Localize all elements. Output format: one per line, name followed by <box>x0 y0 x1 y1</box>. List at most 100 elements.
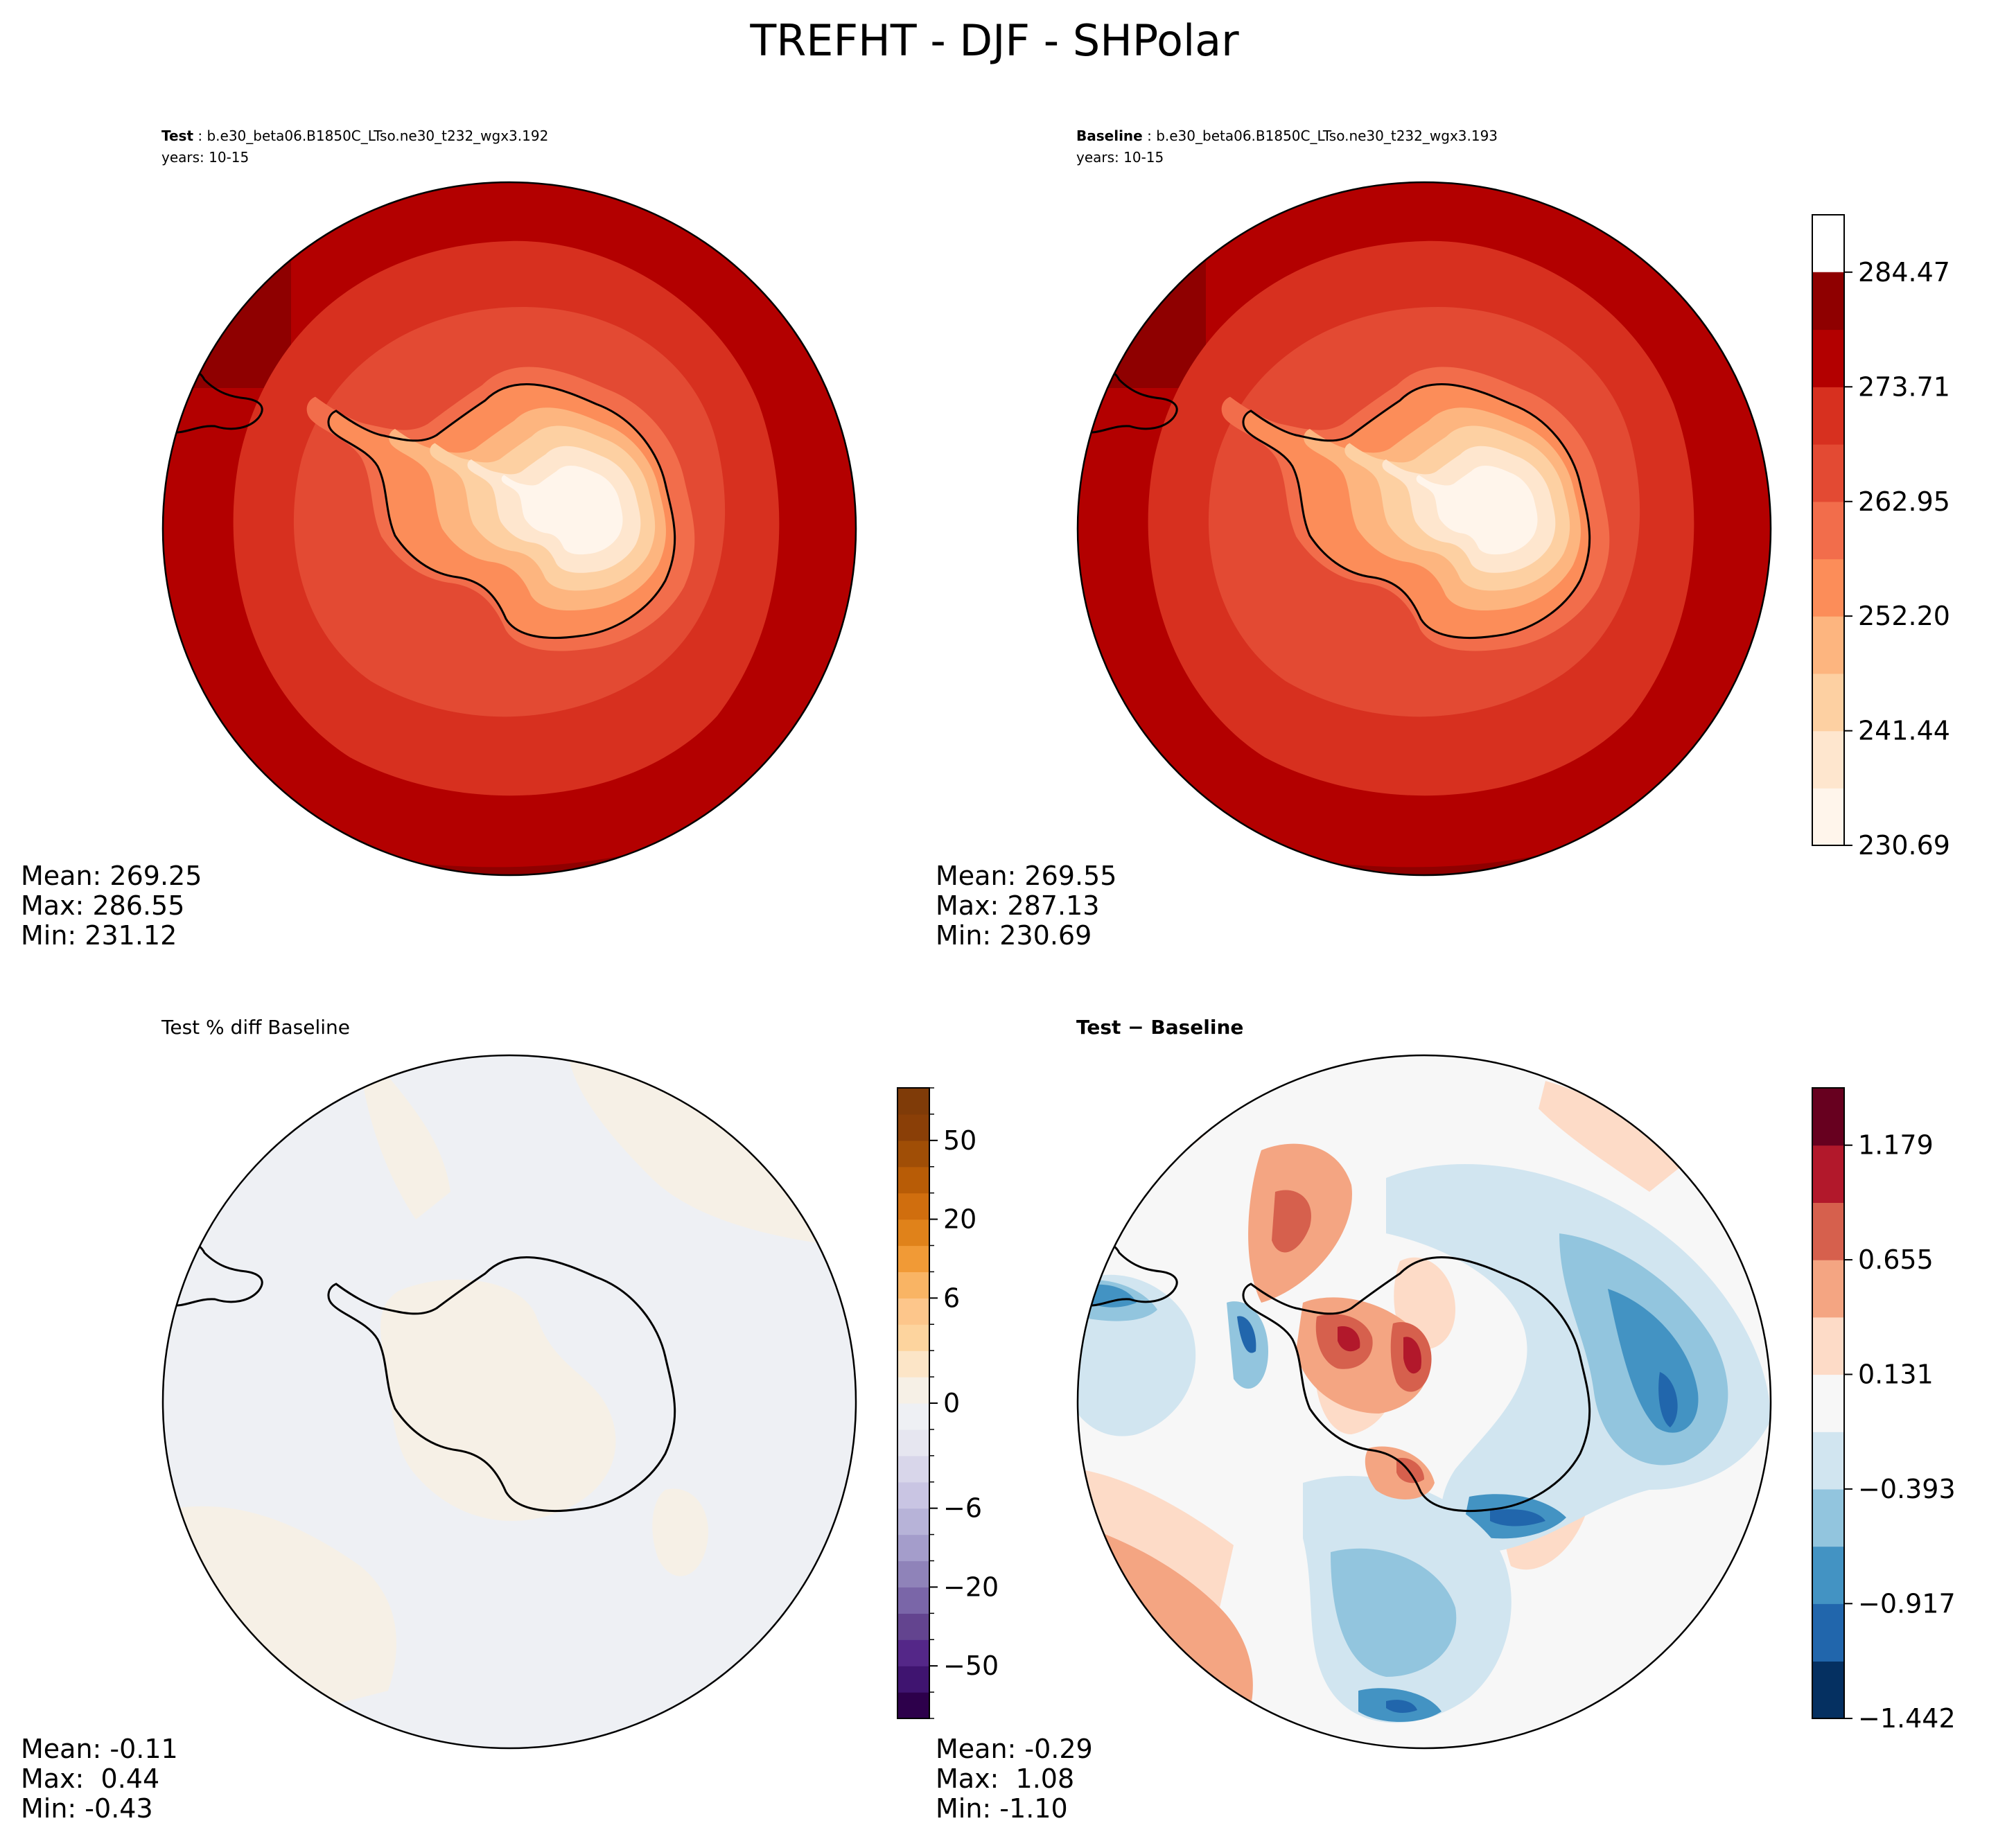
colorbar-pctdiff-swatch <box>897 1613 929 1640</box>
colorbar-pctdiff-swatch <box>897 1166 929 1194</box>
panel-test-years: years: 10-15 <box>161 149 249 166</box>
colorbar-pctdiff-swatch <box>897 1088 929 1115</box>
colorbar-baseline-swatch <box>1812 616 1844 674</box>
panel-test-case: b.e30_beta06.B1850C_LTso.ne30_t232_wgx3.… <box>207 127 548 144</box>
panel-diff: Test − Baseline <box>936 1016 1956 1824</box>
colorbar-pctdiff-swatch <box>897 1587 929 1614</box>
colorbar-diff-swatch <box>1812 1603 1844 1662</box>
colorbar-baseline-swatch <box>1812 788 1844 846</box>
colorbar-pctdiff-swatch <box>897 1560 929 1588</box>
colorbar-pctdiff-swatch <box>897 1114 929 1141</box>
panel-diff-stat-mean: Mean: -0.29 <box>936 1734 1093 1764</box>
colorbar-pctdiff-swatch <box>897 1692 929 1719</box>
colorbar-pctdiff-tick-label: −6 <box>943 1493 982 1524</box>
panel-test: Test : b.e30_beta06.B1850C_LTso.ne30_t23… <box>21 127 857 951</box>
colorbar-baseline-swatch <box>1812 272 1844 331</box>
colorbar-baseline-swatch <box>1812 444 1844 502</box>
colorbar-diff-tick-label: −0.917 <box>1858 1588 1956 1619</box>
colorbar-pctdiff-swatch <box>897 1298 929 1325</box>
map-pctdiff-field <box>163 1055 856 1748</box>
colorbar-diff-swatch <box>1812 1088 1844 1146</box>
colorbar-pctdiff-swatch <box>897 1350 929 1378</box>
colorbar-baseline-swatch <box>1812 673 1844 732</box>
colorbar-baseline-swatch <box>1812 387 1844 445</box>
colorbar-pctdiff-swatch <box>897 1666 929 1693</box>
colorbar-baseline-tick-label: 284.47 <box>1858 257 1950 288</box>
panel-baseline: Baseline : b.e30_beta06.B1850C_LTso.ne30… <box>936 127 1950 951</box>
colorbar-pctdiff-swatch <box>897 1639 929 1666</box>
colorbar-baseline-swatch <box>1812 730 1844 789</box>
colorbar-pctdiff-swatch <box>897 1508 929 1535</box>
colorbar-pctdiff-swatch <box>897 1193 929 1220</box>
map-diff-field <box>1078 1055 1771 1748</box>
panel-pctdiff-stat-max: Max: 0.44 <box>21 1763 159 1794</box>
colorbar-pctdiff-swatch <box>897 1245 929 1273</box>
panel-test-stat-min: Min: 231.12 <box>21 920 177 951</box>
panel-pctdiff-title: Test % diff Baseline <box>161 1016 350 1039</box>
colorbar-pctdiff-tick-label: 50 <box>943 1125 976 1156</box>
colorbar-diff-tick-label: 1.179 <box>1858 1130 1934 1161</box>
colorbar-diff-tick-label: −0.393 <box>1858 1474 1956 1504</box>
panel-test-label: Test <box>161 127 193 144</box>
colorbar-pctdiff-swatch <box>897 1534 929 1562</box>
colorbar-diff-tick-label: 0.131 <box>1858 1359 1934 1389</box>
colorbar-baseline-tick-label: 252.20 <box>1858 601 1950 631</box>
colorbar-baseline-swatch <box>1812 501 1844 560</box>
colorbar-pctdiff-tick-label: −50 <box>943 1651 999 1681</box>
colorbar-diff-swatch <box>1812 1260 1844 1318</box>
colorbar-pctdiff-tick-label: 0 <box>943 1388 960 1418</box>
colorbar-pctdiff-swatch <box>897 1324 929 1351</box>
panel-diff-stat-max: Max: 1.08 <box>936 1763 1074 1794</box>
colorbar-baseline-tick-label: 273.71 <box>1858 371 1950 402</box>
panel-diff-title: Test − Baseline <box>1076 1016 1243 1039</box>
colorbar-baseline-frame <box>1812 214 1845 846</box>
map-pctdiff-boundary <box>161 1054 857 1750</box>
colorbar-pctdiff-swatch <box>897 1219 929 1247</box>
map-diff-boundary <box>1076 1054 1772 1750</box>
colorbar-baseline-swatch <box>1812 558 1844 617</box>
map-baseline-field <box>1078 182 1771 875</box>
colorbar-pctdiff-swatch <box>897 1481 929 1509</box>
panel-baseline-header: Baseline : b.e30_beta06.B1850C_LTso.ne30… <box>1076 127 1498 144</box>
colorbar-pctdiff-swatch <box>897 1403 929 1430</box>
colorbar-diff-frame <box>1812 1087 1845 1719</box>
colorbar-diff-swatch <box>1812 1432 1844 1490</box>
colorbar-pctdiff-swatch <box>897 1455 929 1483</box>
panel-diff-stat-min: Min: -1.10 <box>936 1793 1068 1824</box>
colorbar-diff-swatch <box>1812 1202 1844 1260</box>
colorbar-diff: −1.442 −0.917 −0.393 0.131 0.655 1.179 <box>1812 1087 1956 1734</box>
panel-pctdiff: Test % diff Baseline Mean: -0.11 Max: 0.… <box>21 1016 999 1824</box>
colorbar-baseline-tick-label: 241.44 <box>1858 716 1950 746</box>
panel-baseline-stat-min: Min: 230.69 <box>936 920 1092 951</box>
colorbar-diff-swatch <box>1812 1661 1844 1719</box>
panel-pctdiff-stat-mean: Mean: -0.11 <box>21 1734 178 1764</box>
panel-pctdiff-stat-min: Min: -0.43 <box>21 1793 153 1824</box>
map-test-field <box>163 182 856 875</box>
panel-baseline-stat-mean: Mean: 269.55 <box>936 861 1116 891</box>
colorbar-pctdiff-swatch <box>897 1429 929 1457</box>
colorbar-diff-tick-label: 0.655 <box>1858 1244 1934 1275</box>
colorbar-baseline: 230.69 241.44 252.20 262.95 273.71 284.47 <box>1812 214 1950 861</box>
colorbar-pctdiff-tick-label: −20 <box>943 1572 999 1602</box>
panel-baseline-stat-max: Max: 287.13 <box>936 890 1099 921</box>
colorbar-pctdiff-swatch <box>897 1271 929 1299</box>
colorbar-baseline-tick-label: 262.95 <box>1858 486 1950 517</box>
map-baseline-boundary <box>1076 181 1772 877</box>
panel-test-header: Test : b.e30_beta06.B1850C_LTso.ne30_t23… <box>161 127 548 144</box>
colorbar-pctdiff-swatch <box>897 1377 929 1404</box>
panel-baseline-case: b.e30_beta06.B1850C_LTso.ne30_t232_wgx3.… <box>1156 127 1498 144</box>
map-test-boundary <box>161 181 857 877</box>
panel-test-stat-max: Max: 286.55 <box>21 890 184 921</box>
colorbar-pctdiff-swatch <box>897 1140 929 1168</box>
colorbar-baseline-swatch <box>1812 329 1844 387</box>
colorbar-pctdiff-tick-label: 6 <box>943 1283 960 1313</box>
figure-title: TREFHT - DJF - SHPolar <box>749 15 1239 66</box>
colorbar-diff-swatch <box>1812 1374 1844 1432</box>
panel-baseline-years: years: 10-15 <box>1076 149 1164 166</box>
colorbar-diff-swatch <box>1812 1317 1844 1375</box>
panel-baseline-label: Baseline <box>1076 127 1143 144</box>
colorbar-diff-swatch <box>1812 1145 1844 1203</box>
colorbar-baseline-tick-label: 230.69 <box>1858 830 1950 861</box>
colorbar-diff-swatch <box>1812 1488 1844 1547</box>
